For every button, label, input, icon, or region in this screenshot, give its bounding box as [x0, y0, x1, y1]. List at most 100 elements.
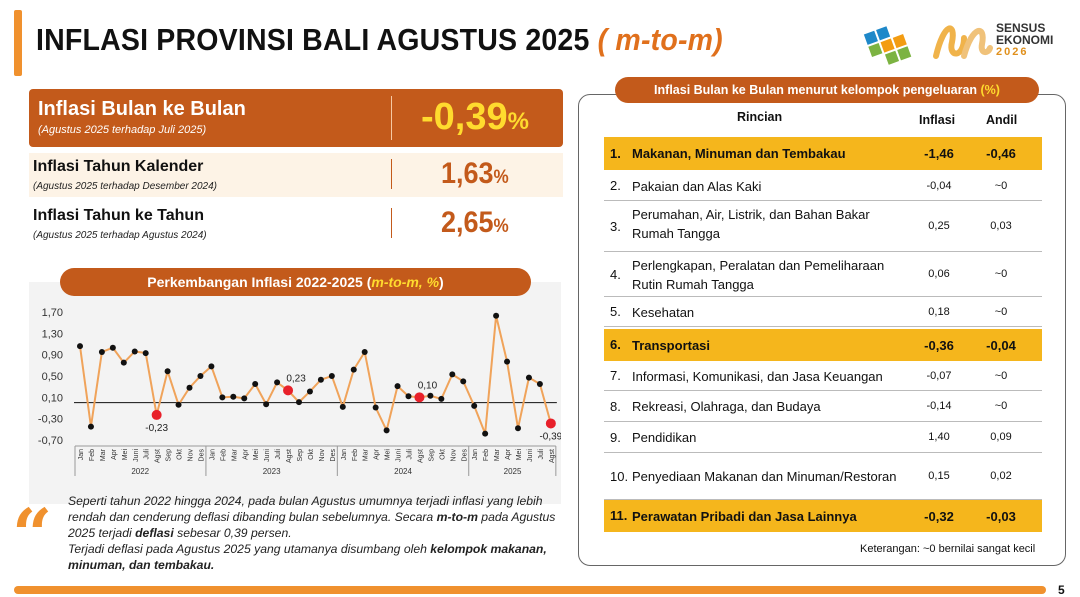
row-number: 9.	[610, 430, 621, 445]
x-month-label: Sep	[297, 449, 304, 462]
mtm-value-number: -0,39	[421, 96, 508, 138]
table-row: 11. Perawatan Pribadi dan Jasa Lainnya -0,…	[604, 500, 1042, 532]
x-year-label: 2024	[394, 467, 412, 476]
row-inflasi: 1,40	[928, 431, 950, 443]
x-month-label: Juni	[527, 449, 534, 462]
row-inflasi: -0,04	[926, 180, 952, 192]
data-point	[87, 423, 94, 430]
ytd-value-unit: %	[493, 167, 509, 188]
quote-mark-icon: “	[12, 493, 53, 576]
data-point	[186, 384, 193, 391]
x-month-label: Agst	[286, 449, 293, 463]
data-point	[372, 404, 379, 411]
x-month-label: Okt	[177, 449, 184, 460]
row-andil: ~0	[994, 180, 1008, 192]
x-month-label: Juli	[275, 449, 282, 460]
x-month-label: Mei	[516, 449, 523, 461]
y-tick-label: -0,70	[38, 435, 63, 447]
row-inflasi: -1,46	[924, 146, 954, 161]
x-month-label: Feb	[352, 449, 359, 461]
table-row: 2. Pakaian dan Alas Kaki -0,04 ~0	[604, 171, 1042, 201]
row-inflasi: -0,36	[924, 338, 954, 353]
slide-title-suffix: ( m-to-m)	[597, 22, 723, 57]
chart-title-close: )	[439, 274, 444, 290]
page-number: 5	[1058, 583, 1065, 597]
yoy-sub: (Agustus 2025 terhadap Agustus 2024)	[33, 230, 207, 241]
row-inflasi: -0,14	[926, 400, 952, 412]
table-row: 4. Perlengkapan, Peralatan dan Pemelihara…	[604, 252, 1042, 297]
row-name: Pakaian dan Alas Kaki	[632, 179, 762, 194]
x-month-label: Apr	[111, 448, 118, 460]
bottom-accent-bar	[14, 586, 1046, 594]
table-row: 8. Rekreasi, Olahraga, dan Budaya -0,14 ~0	[604, 391, 1042, 422]
data-point	[120, 359, 127, 366]
data-label: -0,39	[539, 431, 561, 442]
yoy-value-unit: %	[493, 216, 509, 237]
chart-title-text: Perkembangan Inflasi 2022-2025 (	[147, 274, 372, 290]
row-name: Penyediaan Makanan dan Minuman/Restoran	[632, 469, 897, 484]
x-month-label: Agst	[155, 449, 162, 463]
series-line	[79, 315, 552, 434]
data-point	[515, 425, 521, 432]
yoy-label: Inflasi Tahun ke Tahun	[33, 207, 204, 224]
note-p1-d: deflasi	[135, 526, 174, 540]
ytd-sub: (Agustus 2025 terhadap Desember 2024)	[33, 181, 218, 192]
yoy-divider	[391, 208, 392, 238]
x-month-label: Des	[330, 449, 337, 462]
ytd-divider	[391, 159, 392, 189]
data-label: -0,23	[145, 423, 168, 434]
data-point	[350, 366, 357, 373]
sensus-ekonomi-text: SENSUS EKONOMI 2026	[996, 22, 1053, 58]
row-andil: 0,09	[990, 431, 1012, 443]
highlight-point	[283, 385, 294, 396]
note-p1-b: m-to-m	[436, 510, 478, 524]
table-row: 7. Informasi, Komunikasi, dan Jasa Keuang…	[604, 361, 1042, 391]
mtm-sub: (Agustus 2025 terhadap Juli 2025)	[38, 124, 207, 136]
row-inflasi: 0,18	[928, 306, 950, 318]
row-name: Pendidikan	[632, 430, 697, 445]
x-month-label: Juni	[264, 449, 271, 462]
data-point	[208, 363, 215, 370]
chart-title: Perkembangan Inflasi 2022-2025 (m-to-m, …	[60, 268, 531, 296]
chart-title-highlight: m-to-m, %	[371, 274, 440, 290]
yoy-value-number: 2,65	[441, 206, 494, 239]
ytd-label: Inflasi Tahun Kalender	[33, 158, 204, 175]
slide-title: INFLASI PROVINSI BALI AGUSTUS 2025 ( m-t…	[36, 22, 723, 58]
yoy-inflation-box: Inflasi Tahun ke Tahun (Agustus 2025 ter…	[29, 202, 563, 246]
row-number: 2.	[610, 178, 621, 193]
table-row: 6. Transportasi -0,36 -0,04	[604, 329, 1042, 361]
row-number: 10.	[610, 469, 629, 484]
slide-title-text: INFLASI PROVINSI BALI AGUSTUS 2025	[36, 22, 590, 57]
x-month-label: Jan	[472, 449, 479, 460]
data-point	[296, 399, 302, 406]
x-month-label: Okt	[308, 449, 315, 460]
row-andil: 0,02	[990, 470, 1012, 482]
x-month-label: Mei	[122, 449, 129, 461]
data-point	[263, 401, 270, 408]
highlight-point	[414, 392, 425, 403]
row-name: Rekreasi, Olahraga, dan Budaya	[632, 399, 821, 414]
logo-line-1: SENSUS	[996, 21, 1046, 35]
x-month-label: Sep	[428, 449, 435, 462]
row-number: 8.	[610, 399, 621, 414]
y-tick-label: 1,30	[42, 328, 63, 340]
data-point	[219, 394, 226, 401]
mtm-label: Inflasi Bulan ke Bulan	[38, 98, 246, 120]
data-point	[460, 378, 467, 385]
data-point	[482, 430, 489, 437]
row-andil: ~0	[994, 268, 1008, 280]
note-p1-e: sebesar 0,39 persen.	[173, 526, 292, 540]
x-month-label: Feb	[89, 449, 96, 461]
bps-logo-icon	[863, 26, 912, 65]
row-name: Informasi, Komunikasi, dan Jasa Keuangan	[632, 369, 883, 384]
x-month-label: Juli	[144, 449, 151, 460]
x-month-label: Mei	[253, 449, 260, 461]
ytd-value: 1,63%	[441, 157, 509, 191]
x-month-label: Apr	[374, 448, 381, 460]
row-name: Transportasi	[632, 338, 711, 353]
data-point	[449, 371, 456, 378]
mtm-value: -0,39%	[421, 96, 529, 139]
row-andil: 0,03	[990, 220, 1012, 232]
mtm-divider	[391, 96, 392, 140]
data-point	[525, 374, 532, 381]
